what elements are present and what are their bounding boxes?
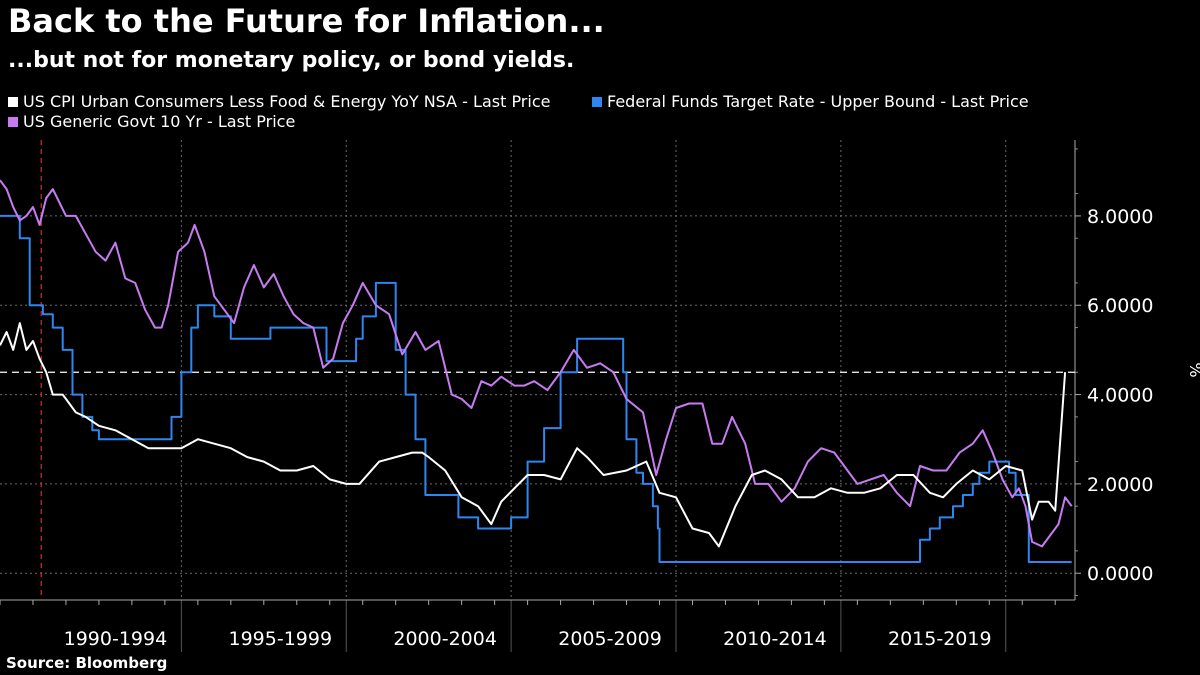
x-tick-label: 2015-2019 (888, 628, 992, 650)
x-tick-label: 1990-1994 (64, 628, 168, 650)
cpi-series-line (0, 322, 1067, 548)
source-note: Source: Bloomberg (6, 654, 168, 672)
chart-subtitle: ...but not for monetary policy, or bond … (8, 48, 575, 73)
legend-swatch-cpi (8, 96, 18, 107)
y-axis-title: % (1186, 362, 1200, 377)
x-tick-label: 2010-2014 (723, 628, 827, 650)
chart-title: Back to the Future for Inflation... (8, 2, 605, 40)
legend-item-govt: US Generic Govt 10 Yr - Last Price (8, 112, 295, 131)
y-tick-label: 0.0000 (1087, 563, 1153, 585)
fed-funds-series-line (0, 214, 1072, 563)
x-tick-label: 2005-2009 (558, 628, 662, 650)
legend-swatch-fed (592, 96, 602, 107)
legend-item-fed: Federal Funds Target Rate - Upper Bound … (592, 92, 1029, 111)
legend-label-cpi: US CPI Urban Consumers Less Food & Energ… (23, 92, 551, 111)
x-tick-label: 1995-1999 (229, 628, 333, 650)
govt-10yr-series-line (0, 179, 1073, 548)
y-tick-label: 6.0000 (1087, 295, 1153, 317)
legend-swatch-govt (8, 116, 18, 127)
y-tick-label: 8.0000 (1087, 206, 1153, 228)
x-tick-label: 2000-2004 (393, 628, 497, 650)
y-tick-label: 2.0000 (1087, 474, 1153, 496)
legend-label-govt: US Generic Govt 10 Yr - Last Price (23, 112, 296, 131)
legend-item-cpi: US CPI Urban Consumers Less Food & Energ… (8, 92, 550, 111)
legend-label-fed: Federal Funds Target Rate - Upper Bound … (607, 92, 1029, 111)
y-tick-label: 4.0000 (1087, 385, 1153, 407)
